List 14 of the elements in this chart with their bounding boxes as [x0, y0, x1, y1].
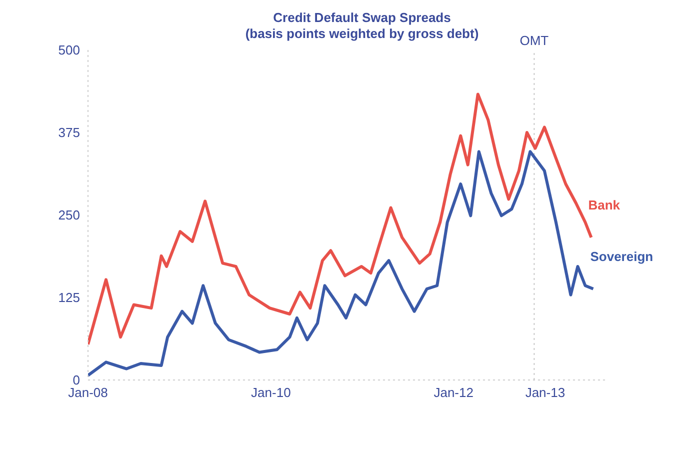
chart-title: Credit Default Swap Spreads	[272, 10, 452, 26]
y-tick-label: 125	[58, 290, 80, 306]
x-tick-label: Jan-13	[525, 385, 566, 400]
y-tick-label: 250	[58, 208, 80, 223]
y-tick-label: 0	[72, 372, 80, 388]
x-tick-label: Jan-10	[251, 385, 291, 400]
ref-line-label: OMT	[520, 33, 549, 48]
chart-subtitle: (basis points weighted by gross debt)	[245, 26, 479, 41]
x-tick-label: Jan-12	[434, 385, 474, 400]
y-tick-label: 375	[58, 125, 80, 140]
series-label: Bank	[588, 197, 621, 212]
y-tick-label: 500	[58, 42, 80, 58]
x-tick-label: Jan-08	[68, 385, 108, 400]
series-label: Sovereign	[590, 248, 654, 264]
